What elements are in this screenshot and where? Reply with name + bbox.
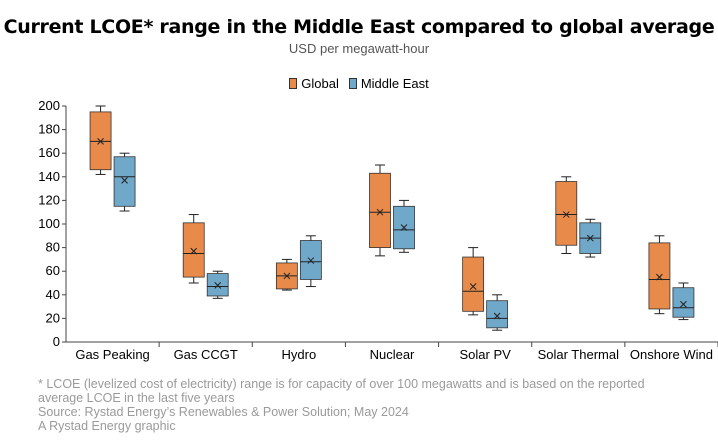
footnote-line-1: * LCOE (levelized cost of electricity) r… [38,377,645,391]
y-tick-label: 140 [38,169,60,184]
mean-marker-global [469,283,477,290]
box-global [648,242,671,310]
y-tick-label: 200 [38,98,60,113]
footnotes: * LCOE (levelized cost of electricity) r… [38,377,708,433]
credit-note: A Rystad Energy graphic [38,419,176,433]
y-tick-label: 60 [46,263,60,278]
x-tick-label: Hydro [282,347,317,362]
mean-marker-middle-east [214,282,222,289]
box-middle-east [486,300,509,329]
legend-item-middle-east: Middle East [348,76,429,91]
y-tick-label: 0 [53,334,60,349]
box-middle-east [672,287,695,318]
source-note: Source: Rystad Energy’s Renewables & Pow… [38,405,409,419]
mean-marker-global [190,247,198,255]
mean-marker-middle-east [586,234,594,242]
mean-marker-middle-east [493,312,501,320]
chart-title: Current LCOE* range in the Middle East c… [3,16,715,38]
mean-marker-middle-east [400,224,408,231]
mean-marker-global [97,138,104,145]
x-tick-label: Solar Thermal [538,347,620,362]
mean-marker-global [376,208,384,216]
legend-label-middle-east: Middle East [360,76,429,91]
x-tick-label: Solar PV [459,347,511,362]
x-tick-label: Gas Peaking [75,347,149,362]
mean-marker-middle-east [307,257,315,264]
y-tick-label: 80 [46,240,60,255]
box-global [555,181,578,246]
legend-swatch-global [289,78,298,89]
box-middle-east [113,156,136,207]
legend-swatch-middle-east [348,78,357,89]
x-tick-label: Onshore Wind [630,347,713,362]
y-tick-label: 40 [46,287,60,302]
chart-subtitle: USD per megawatt-hour [288,41,430,56]
y-tick-label: 100 [38,216,60,231]
box-global [462,256,485,312]
mean-marker-middle-east [680,300,687,308]
y-tick-label: 20 [46,310,60,325]
x-tick-label: Nuclear [370,347,415,362]
legend-label-global: Global [301,76,339,91]
legend-item-global: Global [289,76,339,91]
box-global [369,172,391,248]
mean-marker-global [283,272,291,280]
y-tick-label: 160 [38,145,60,160]
legend: Global Middle East [0,76,718,91]
x-tick-label: Gas CCGT [174,347,238,362]
mean-marker-middle-east [121,176,128,184]
mean-marker-global [656,273,663,281]
y-tick-label: 120 [38,192,60,207]
y-tick-label: 180 [38,122,60,137]
footnote-line-2: average LCOE in the last five years [38,391,235,405]
box-global [182,222,205,278]
mean-marker-global [562,211,570,218]
